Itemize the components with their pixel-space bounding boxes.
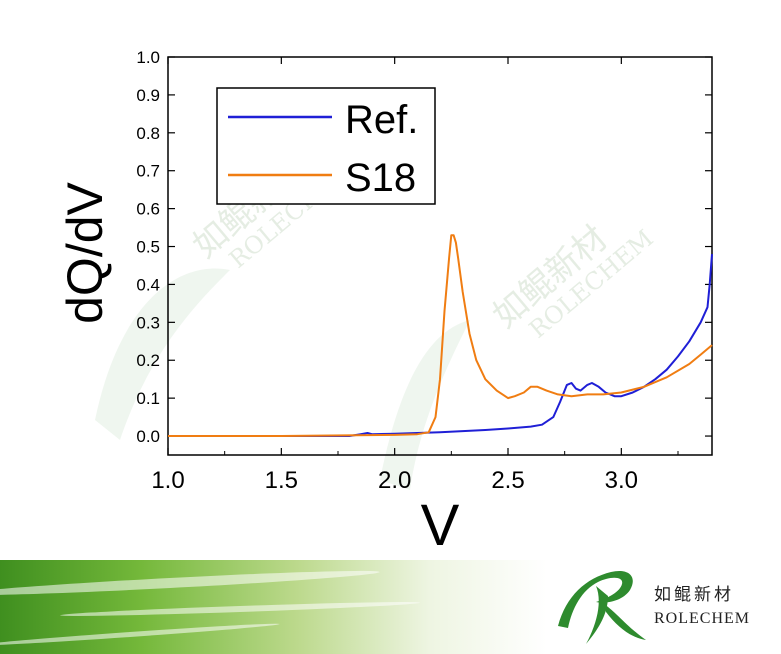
x-tick-label: 3.0	[605, 467, 638, 494]
series-line-s18	[168, 234, 713, 437]
brand-name-en: ROLECHEM	[654, 610, 750, 627]
x-axis-ticks: 1.0 1.5 2.0 2.5 3.0	[151, 57, 679, 494]
brand-name-cn: 如鲲新材	[654, 585, 734, 605]
y-tick-label: 0.0	[136, 427, 160, 446]
x-tick-label: 2.0	[378, 467, 411, 494]
y-tick-label: 0.4	[136, 275, 160, 294]
y-tick-label: 0.3	[136, 313, 160, 332]
y-tick-label: 1.0	[136, 48, 160, 67]
y-tick-label: 0.1	[136, 389, 160, 408]
y-tick-label: 0.6	[136, 200, 160, 219]
y-tick-label: 0.5	[136, 238, 160, 257]
plot-lines	[168, 234, 713, 437]
y-tick-label: 0.2	[136, 351, 160, 370]
y-axis-ticks: 0.0 0.1 0.2 0.3 0.4 0.5 0.6 0.7 0.8 0.9 1.0	[136, 48, 712, 446]
series-line-ref	[168, 254, 713, 437]
footer-banner	[0, 560, 781, 654]
y-tick-label: 0.9	[136, 86, 160, 105]
y-tick-label: 0.7	[136, 162, 160, 181]
legend: Ref. S18	[216, 87, 436, 205]
chart: 1.0 1.5 2.0 2.5 3.0 0.0 0.1 0.2 0.3 0.4 0.5 0.6 0.7…	[57, 48, 713, 558]
rolechem-logo-icon	[558, 570, 646, 644]
x-axis-label: V	[421, 493, 460, 558]
y-tick-label: 0.8	[136, 124, 160, 143]
x-tick-label: 1.5	[265, 467, 298, 494]
y-axis-label: dQ/dV	[57, 181, 113, 323]
legend-label-ref: Ref.	[345, 98, 418, 142]
x-tick-label: 1.0	[151, 467, 184, 494]
watermark-r-logo	[95, 268, 470, 490]
x-tick-label: 2.5	[491, 467, 524, 494]
legend-box	[216, 87, 436, 205]
brand-logo: 如鲲新材 ROLECHEM	[556, 566, 776, 650]
legend-label-s18: S18	[345, 156, 416, 200]
